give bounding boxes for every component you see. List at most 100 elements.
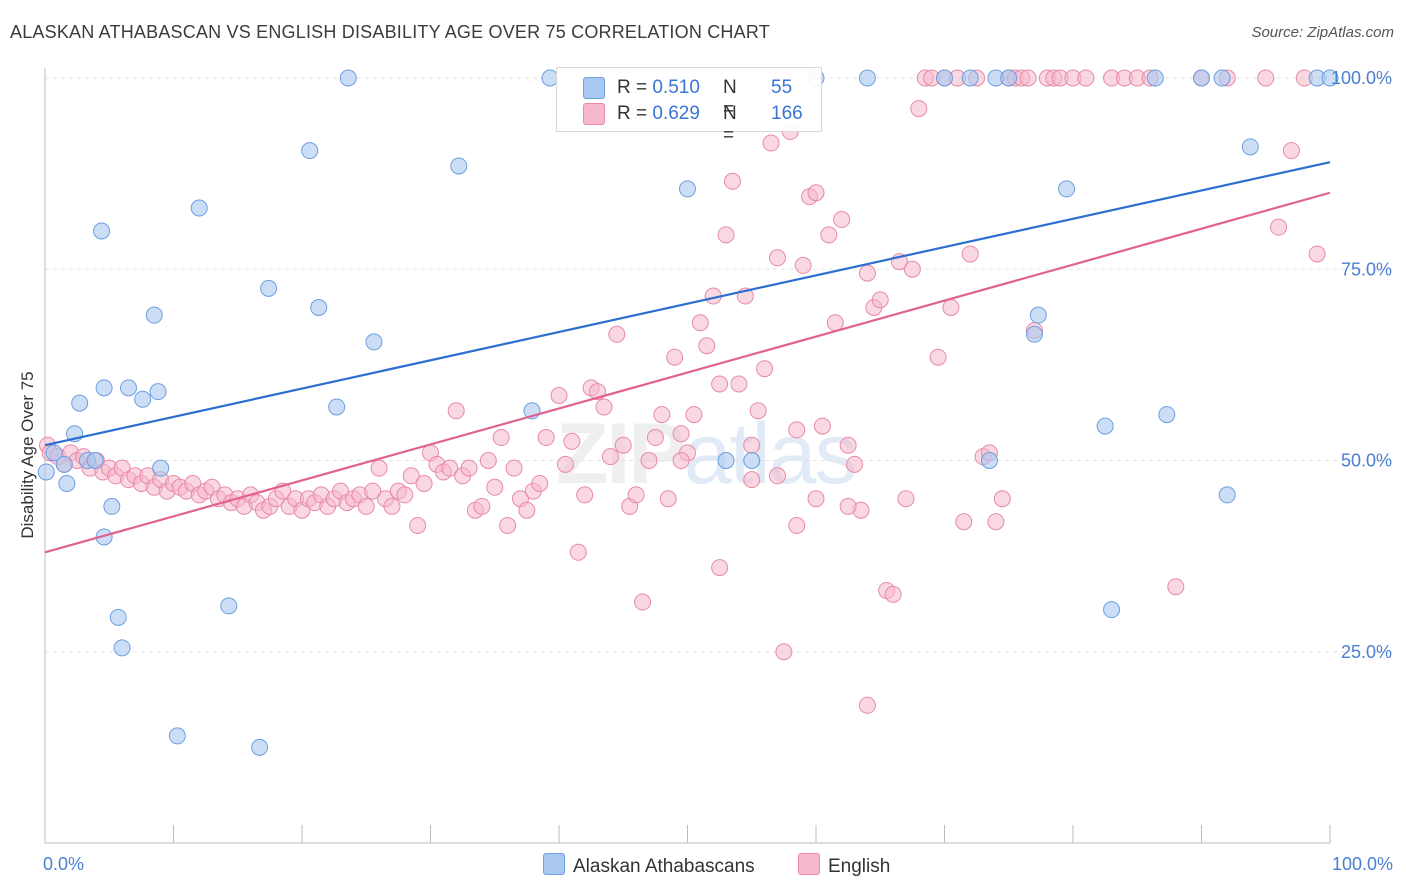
data-point-alaskan — [679, 180, 696, 198]
data-point-english — [942, 299, 960, 316]
data-point-alaskan — [260, 279, 278, 297]
source-label: Source: ZipAtlas.com — [1251, 24, 1394, 41]
legend-n-pink: 166 — [771, 103, 803, 124]
data-point-alaskan — [58, 474, 76, 492]
data-point-alaskan — [1058, 180, 1076, 198]
data-point-english — [627, 486, 645, 504]
data-point-alaskan — [1103, 601, 1121, 619]
legend-r-pink: R = 0.629 — [617, 103, 700, 124]
data-point-alaskan — [961, 69, 979, 87]
data-point-alaskan — [120, 379, 138, 397]
data-point-alaskan — [1025, 325, 1043, 343]
data-point-english — [576, 486, 594, 504]
data-point-english — [788, 517, 806, 535]
data-point-alaskan — [109, 608, 127, 626]
data-point-english — [383, 497, 401, 515]
data-point-alaskan — [95, 379, 113, 397]
legend-swatch-pink — [583, 103, 605, 125]
data-point-alaskan — [339, 69, 357, 87]
data-point-english — [884, 585, 902, 603]
data-point-english — [640, 452, 658, 469]
data-point-english — [499, 517, 517, 535]
data-point-alaskan — [1029, 306, 1047, 324]
data-point-english — [614, 436, 632, 454]
data-point-alaskan — [190, 199, 208, 217]
data-point-alaskan — [220, 597, 238, 615]
data-point-english — [1257, 69, 1275, 87]
legend-n-label-blue: N = — [723, 77, 737, 120]
data-point-english — [768, 249, 786, 267]
data-point-english — [897, 490, 915, 508]
data-point-english — [756, 360, 774, 378]
data-point-english — [961, 245, 979, 263]
data-point-alaskan — [858, 69, 876, 87]
x-tick-label: 0.0% — [43, 854, 84, 874]
data-point-english — [743, 436, 761, 454]
data-point-english — [556, 455, 574, 473]
data-point-alaskan — [45, 444, 63, 462]
legend-n-blue: 55 — [771, 77, 793, 98]
tick-labels: 25.0% 50.0% 75.0% 100.0% 0.0% 100.0% — [43, 68, 1393, 874]
data-point-english — [820, 226, 838, 244]
data-point-english — [473, 497, 491, 515]
data-point-english — [396, 486, 414, 504]
data-point-english — [743, 471, 761, 489]
data-point-english — [531, 474, 549, 492]
data-point-english — [826, 314, 844, 332]
data-point-alaskan — [980, 452, 998, 469]
data-point-english — [441, 459, 459, 477]
data-point-alaskan — [86, 452, 104, 469]
data-point-alaskan — [145, 306, 163, 324]
data-point-english — [595, 398, 613, 416]
data-point-english — [846, 455, 864, 473]
data-point-english — [807, 490, 825, 508]
data-point-english — [563, 432, 581, 450]
data-point-alaskan — [1218, 486, 1236, 504]
data-point-english — [672, 452, 690, 469]
data-point-english — [768, 467, 786, 485]
legend-swatch-blue — [583, 77, 605, 99]
data-point-english — [839, 436, 857, 454]
legend-r-blue: R = 0.510 — [617, 77, 700, 98]
data-point-english — [717, 226, 735, 244]
data-point-english — [672, 425, 690, 443]
correlation-legend: R = 0.510 N = 55 R = 0.629 N = 166 — [556, 67, 822, 146]
data-point-english — [659, 490, 677, 508]
data-point-english — [749, 402, 767, 420]
data-point-english — [608, 325, 626, 343]
data-point-alaskan — [71, 394, 89, 412]
data-point-alaskan — [113, 639, 131, 657]
series-legend: Alaskan Athabascans English — [0, 853, 1406, 877]
data-point-english — [955, 513, 973, 531]
data-point-english — [993, 490, 1011, 508]
data-point-english — [402, 467, 420, 485]
data-point-alaskan — [1193, 69, 1210, 87]
legend-item-english: English — [798, 853, 890, 878]
data-point-english — [807, 184, 825, 202]
data-point-english — [691, 314, 709, 332]
data-point-english — [447, 402, 465, 420]
data-point-english — [479, 452, 497, 469]
data-point-alaskan — [301, 142, 319, 160]
data-point-english — [537, 429, 555, 447]
data-point-english — [794, 256, 812, 274]
data-point-english — [666, 348, 684, 366]
y-tick-label: 25.0% — [1341, 642, 1392, 662]
data-point-english — [929, 348, 947, 366]
series-english — [39, 69, 1326, 714]
data-point-alaskan — [1158, 406, 1176, 424]
legend-item-alaskan-athabascans: Alaskan Athabascans — [543, 853, 755, 878]
trend-line-alaskan — [44, 161, 1331, 447]
data-point-alaskan — [1241, 138, 1259, 156]
data-point-alaskan — [134, 390, 152, 408]
trend-lines — [44, 161, 1331, 554]
data-point-alaskan — [743, 452, 761, 469]
data-point-english — [415, 474, 433, 492]
data-point-english — [813, 417, 831, 435]
data-point-alaskan — [93, 222, 111, 240]
legend-swatch-english — [798, 853, 820, 875]
data-point-alaskan — [149, 383, 167, 401]
data-point-english — [460, 459, 478, 477]
data-point-english — [903, 260, 921, 278]
series-alaskan-athabascans — [37, 69, 1339, 756]
